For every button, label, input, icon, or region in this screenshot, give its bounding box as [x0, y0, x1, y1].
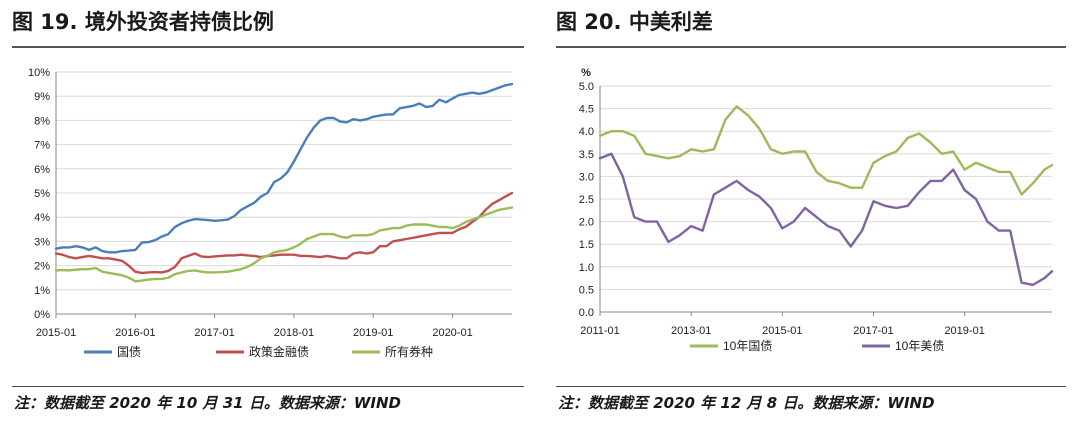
- y-tick-label: 7%: [34, 140, 50, 152]
- holdings-series-line-2: [54, 206, 514, 283]
- spread-series-line-0: [598, 105, 1054, 196]
- figure-19-title: 图 19. 境外投资者持债比例: [12, 10, 274, 34]
- y-tick-label: 4.0: [579, 126, 594, 138]
- figure-19-title-rule: [12, 46, 524, 48]
- y-tick-label: 1%: [34, 285, 50, 297]
- figure-19-note-rule: [12, 386, 524, 387]
- x-tick-label: 2017-01: [194, 327, 234, 339]
- x-tick-label: 2020-01: [432, 327, 472, 339]
- y-tick-label: 5%: [34, 188, 50, 200]
- figure-20-panel: 图 20. 中美利差 0.0 0.5 1.0 1.5 2.0 2.5 3.0 3.5 4.0 4.…: [540, 0, 1080, 423]
- figure-20-title-rule: [556, 46, 1066, 48]
- figure-20-note-rule: [556, 386, 1066, 387]
- x-tick-label: 2018-01: [274, 327, 314, 339]
- y-tick-label: 5.0: [579, 81, 594, 93]
- holdings-series-line-1: [54, 191, 514, 275]
- y-tick-label: 6%: [34, 164, 50, 176]
- y-tick-label: 0.0: [579, 307, 594, 319]
- y-tick-label: 0.5: [579, 284, 594, 296]
- y-tick-label: 4.5: [579, 104, 594, 116]
- legend-label: 所有券种: [385, 344, 433, 359]
- y-tick-label: 1.5: [579, 239, 594, 251]
- y-axis-title: %: [581, 67, 591, 79]
- y-tick-label: 3.0: [579, 171, 594, 183]
- figure-20-note: 注：数据截至 2020 年 12 月 8 日。数据来源：WIND: [558, 394, 935, 412]
- y-tick-label: 3.5: [579, 149, 594, 161]
- y-tick-label: 2%: [34, 261, 50, 273]
- x-tick-label: 2019-01: [353, 327, 393, 339]
- figure-19-note: 注：数据截至 2020 年 10 月 31 日。数据来源：WIND: [14, 394, 401, 412]
- x-tick-label: 2011-01: [580, 325, 620, 337]
- holdings-series-line-0: [54, 82, 514, 254]
- x-tick-label: 2015-01: [762, 325, 802, 337]
- legend-label: 国债: [117, 345, 141, 359]
- y-tick-label: 2.5: [579, 194, 594, 206]
- y-tick-label: 0%: [34, 309, 50, 321]
- y-tick-label: 8%: [34, 115, 50, 127]
- legend-label: 10年美债: [895, 339, 944, 353]
- x-tick-label: 2019-01: [944, 325, 984, 337]
- y-tick-label: 2.0: [579, 217, 594, 229]
- legend-label: 10年国债: [723, 339, 772, 353]
- y-tick-label: 9%: [34, 91, 50, 103]
- x-tick-label: 2017-01: [853, 325, 893, 337]
- x-tick-label: 2016-01: [115, 327, 155, 339]
- yield-spread-chart: 0.0 0.5 1.0 1.5 2.0 2.5 3.0 3.5 4.0 4.5 5.0% 2011-0…: [579, 67, 1054, 353]
- legend-label: 政策金融债: [249, 344, 309, 359]
- x-tick-label: 2015-01: [36, 327, 76, 339]
- foreign-holdings-chart: 0% 1% 2% 3% 4% 5% 6% 7% 8% 9% 10% 2015-01 2016-01 201…: [28, 67, 514, 359]
- y-tick-label: 1.0: [579, 262, 594, 274]
- spread-series-line-1: [598, 152, 1054, 287]
- y-tick-label: 10%: [28, 67, 50, 79]
- figure-19-panel: 图 19. 境外投资者持债比例 0% 1% 2% 3% 4% 5% 6% 7% 8% 9% 10% 2…: [12, 10, 524, 412]
- y-tick-label: 4%: [34, 212, 50, 224]
- x-tick-label: 2013-01: [671, 325, 711, 337]
- y-tick-label: 3%: [34, 236, 50, 248]
- figure-20-title: 图 20. 中美利差: [556, 10, 713, 34]
